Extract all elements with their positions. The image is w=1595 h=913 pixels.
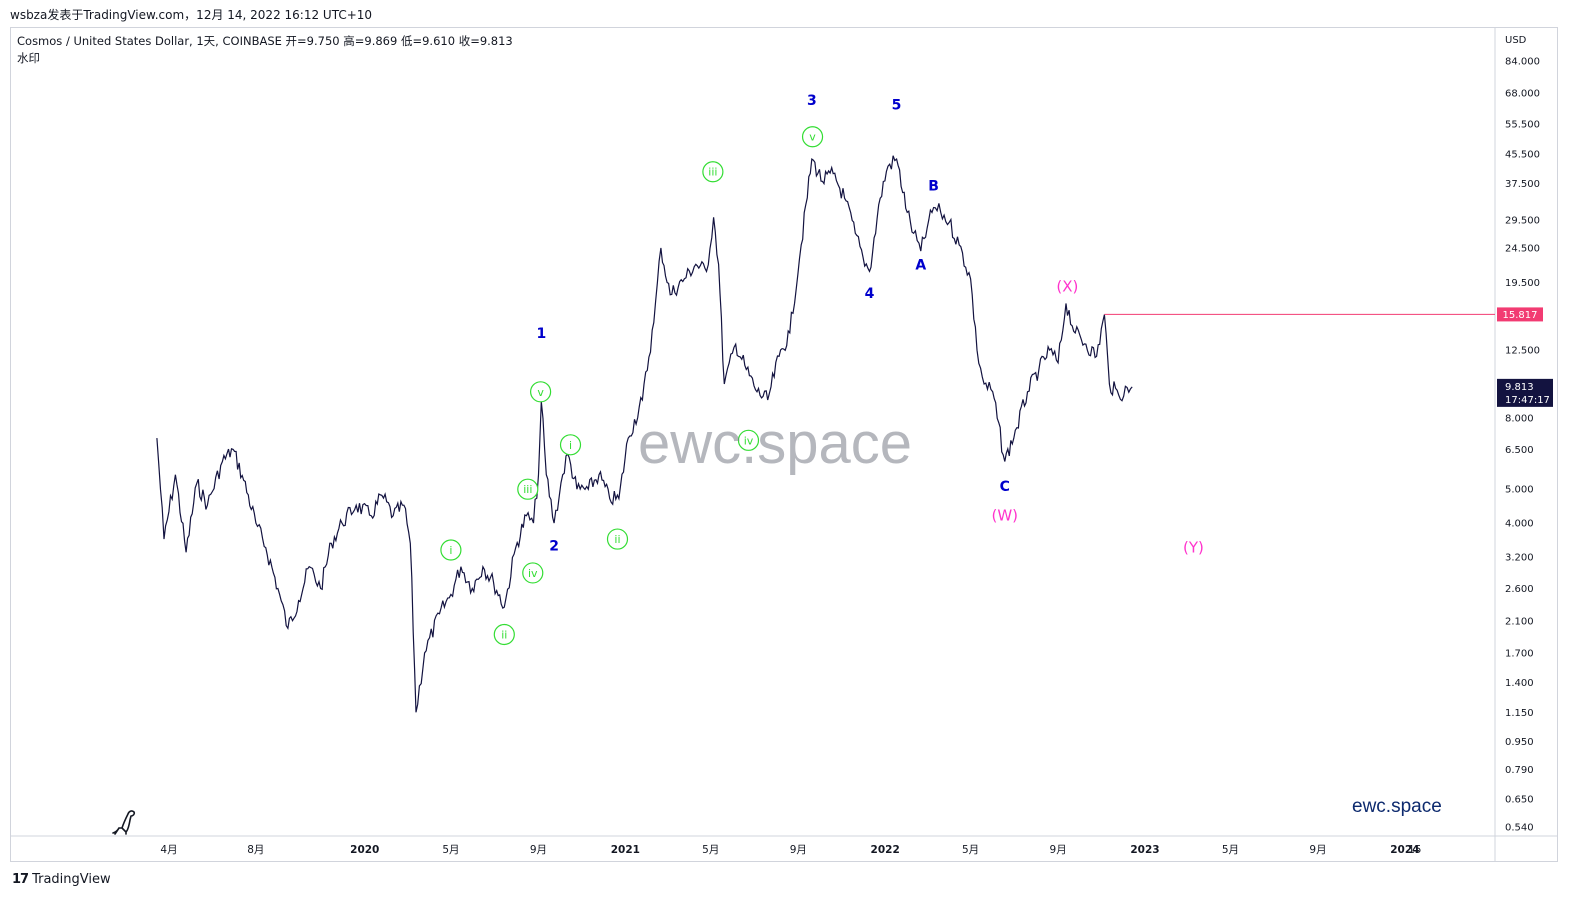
time-tick-label: 9月 — [1050, 844, 1067, 856]
price-series-line — [156, 155, 1133, 713]
publish-caption: wsbza发表于TradingView.com，12月 14, 2022 16:… — [10, 8, 373, 22]
wave-label-minor: v — [537, 386, 544, 399]
tradingview-logo-icon: 17 — [12, 872, 29, 887]
time-tick-label: 2020 — [350, 844, 379, 856]
wave-label-minor-circle — [517, 478, 539, 500]
time-tick-label: 9月 — [1309, 844, 1326, 856]
price-tick-label: 5.000 — [1505, 485, 1534, 496]
price-axis-unit: USD — [1505, 35, 1527, 46]
wave-label-minor-circle — [702, 161, 724, 183]
chart-frame — [10, 27, 1558, 862]
wave-label-minor: iv — [744, 434, 754, 447]
price-tick-label: 1.150 — [1505, 708, 1534, 719]
wave-label-minor: iv — [528, 567, 538, 580]
wave-label-primary: 5 — [892, 98, 902, 114]
time-tick-label: 9月 — [790, 844, 807, 856]
price-axis[interactable]: 84.000 68.000 55.500 45.500 37.500 29.500 24.5… — [1505, 57, 1540, 834]
price-tick-label: 45.500 — [1505, 150, 1540, 161]
time-tick-label: 5月 — [702, 844, 719, 856]
watermark-label: 水印 — [17, 51, 40, 65]
price-tags: 15.817 9.813 17:47:17 — [1497, 307, 1553, 407]
wave-label-minor-circle — [559, 434, 582, 456]
wave-label-minor: iii — [708, 166, 717, 179]
time-tick-label: 2023 — [1130, 844, 1159, 856]
wave-label-minor-circle — [493, 623, 515, 646]
price-tick-label: 84.000 — [1505, 57, 1540, 68]
wave-label-minor-circle — [522, 562, 544, 584]
wave-label-primary: A — [915, 257, 926, 273]
price-tick-label: 29.500 — [1505, 215, 1540, 226]
level-price-tag-label: 15.817 — [1503, 310, 1538, 321]
time-tick-label: 5月 — [1222, 844, 1239, 856]
price-tick-label: 3.200 — [1505, 552, 1534, 563]
price-tick-label: 0.540 — [1505, 823, 1534, 834]
wave-label-minor: i — [449, 544, 452, 557]
price-tick-label: 0.650 — [1505, 794, 1534, 805]
time-tick-label: 9月 — [530, 844, 547, 856]
wave-label-correction: (X) — [1056, 278, 1078, 296]
time-tick-label: 4月 — [160, 844, 177, 856]
price-tick-label: 0.950 — [1505, 737, 1534, 748]
price-tick-label: 6.500 — [1505, 445, 1534, 456]
price-tick-label: 0.790 — [1505, 765, 1534, 776]
corner-brand: ewc.space — [1352, 796, 1442, 817]
wave-label-minor-circle — [801, 126, 824, 148]
wave-label-primary: 3 — [807, 93, 817, 109]
price-tick-label: 8.000 — [1505, 413, 1534, 424]
time-tick-label: 2022 — [871, 844, 900, 856]
time-tick-label: 5月 — [442, 844, 459, 856]
price-tick-label: 12.500 — [1505, 346, 1540, 357]
wave-label-minor: v — [809, 131, 816, 144]
dinosaur-icon — [112, 808, 138, 840]
price-tick-label: 4.000 — [1505, 519, 1534, 530]
price-tick-label: 55.500 — [1505, 119, 1540, 130]
time-tick-label: 2021 — [611, 844, 640, 856]
wave-label-primary: C — [1000, 479, 1010, 495]
center-watermark: ewc.space — [638, 411, 913, 476]
wave-label-minor: iii — [523, 483, 532, 496]
price-tick-label: 68.000 — [1505, 89, 1540, 100]
wave-label-primary: 2 — [549, 539, 559, 555]
wave-label-correction: (W) — [991, 507, 1018, 525]
time-tick-label: 8月 — [247, 844, 264, 856]
wave-label-minor-circle — [530, 381, 552, 403]
wave-label-minor-circle — [440, 539, 462, 561]
price-tick-label: 37.500 — [1505, 179, 1540, 190]
wave-label-primary: 1 — [536, 326, 546, 342]
wave-label-correction: (Y) — [1183, 539, 1204, 557]
price-tick-label: 1.700 — [1505, 648, 1534, 659]
last-price-label: 9.813 — [1505, 382, 1534, 393]
candle-countdown-label: 17:47:17 — [1505, 395, 1550, 406]
wave-label-primary: 4 — [865, 286, 875, 302]
price-tick-label: 2.600 — [1505, 584, 1534, 595]
time-axis[interactable]: 4月 8月 2020 5月 9月 2021 5月 9月 2022 5月 9月 2023 5月 9月 2024… — [160, 844, 1421, 856]
footer-brand[interactable]: 17 TradingView — [12, 872, 111, 887]
price-tick-label: 24.500 — [1505, 244, 1540, 255]
wave-label-minor: ii — [501, 628, 507, 641]
wave-label-minor: ii — [614, 533, 620, 546]
time-tick-label: 15 — [1408, 844, 1421, 856]
symbol-legend: Cosmos / United States Dollar, 1天, COINB… — [17, 34, 513, 48]
time-tick-label: 5月 — [962, 844, 979, 856]
price-tick-label: 19.500 — [1505, 278, 1540, 289]
price-tick-label: 2.100 — [1505, 616, 1534, 627]
last-price-tag — [1497, 378, 1553, 407]
wave-label-minor-circle — [606, 528, 629, 550]
footer-brand-text: TradingView — [32, 872, 111, 887]
level-price-tag — [1497, 307, 1543, 322]
wave-label-minor: i — [569, 439, 572, 452]
wave-label-minor-circle — [737, 429, 760, 451]
wave-label-primary: B — [928, 178, 939, 194]
time-tick-label: 2024 — [1390, 844, 1419, 856]
price-tick-label: 1.400 — [1505, 678, 1534, 689]
